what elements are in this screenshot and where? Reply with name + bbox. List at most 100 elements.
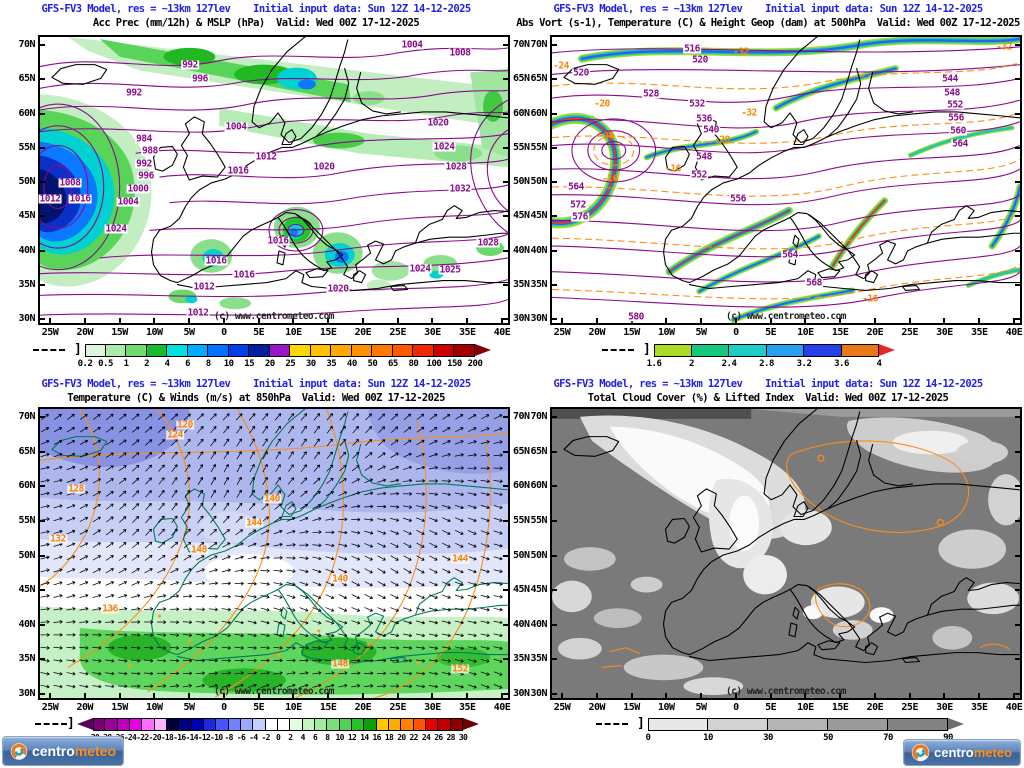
lat-tick (1015, 554, 1020, 557)
colorbar-arrow-right (879, 344, 895, 356)
lat-label: 35N (530, 278, 547, 290)
lon-label: 0 (733, 702, 739, 713)
copyright-watermark: (c) www.centrometeo.com (725, 311, 847, 322)
lon-tick (595, 318, 598, 323)
lon-tick (361, 693, 364, 698)
colorbar-tick-label: 150 (447, 359, 462, 369)
copyright-watermark: (c) www.centrometeo.com (213, 686, 335, 697)
lat-tick (1015, 181, 1020, 183)
lon-label: 20E (866, 327, 884, 338)
panel-title-model: GFS-FV3 Model, res = ~13km 127lev Initia… (41, 3, 471, 15)
colorbar-temp-winds-850: -30-28-26-24-22-20-18-16-14-12-10-8-6-4-… (35, 716, 479, 742)
lat-tick (503, 181, 508, 183)
colorbar-tick-label: 30 (458, 733, 468, 742)
lat-label: 35N (18, 653, 35, 665)
colorbar-segment (187, 344, 209, 357)
lat-label: 50N (530, 176, 547, 187)
colorbar-tick-label: 0.2 (77, 359, 93, 369)
lat-tick (40, 693, 45, 695)
lat-label: 70N (18, 39, 35, 50)
colorbar-tick-label: 16 (372, 733, 382, 742)
lon-tick (804, 693, 807, 698)
lon-tick (222, 693, 225, 698)
colorbar-segment (841, 344, 879, 357)
contour-label: 520 (572, 67, 590, 79)
lon-label: 25E (901, 702, 918, 713)
colorbar-segment (191, 718, 204, 731)
lat-tick (552, 44, 557, 46)
lat-tick (503, 318, 508, 320)
lon-label: 35E (458, 702, 476, 713)
lon-tick (466, 318, 469, 323)
lat-label: 45N (530, 210, 547, 222)
lat-label: 30N (513, 313, 530, 324)
contour-label: 148 (190, 544, 208, 556)
contour-label: -32 (741, 107, 757, 119)
colorbar-tick-label: 0 (645, 733, 651, 743)
centrometeo-logo[interactable]: centrometeo (2, 736, 124, 766)
colorbar-segment (228, 344, 250, 357)
lat-label: 45N (513, 210, 530, 222)
lat-tick (1015, 589, 1020, 592)
contour-label: -16 (602, 173, 618, 185)
lat-tick (40, 283, 45, 286)
lat-tick (552, 249, 557, 252)
contour-label: 556 (729, 193, 747, 205)
map-art-acc-prec-mslp (40, 37, 508, 316)
lat-tick (1015, 693, 1020, 695)
contour-label: 564 (567, 181, 585, 193)
colorbar-tick-label: -16 (173, 733, 186, 742)
lon-label: 40E (493, 327, 511, 338)
colorbar-tick-label: 35 (326, 359, 337, 369)
colorbar-segment (438, 718, 451, 731)
colorbar-tick-label: 2 (144, 359, 150, 369)
lon-label: 30E (936, 327, 953, 338)
lon-label: 15W (623, 327, 640, 338)
lat-tick (503, 112, 508, 115)
lat-label: 30N (530, 313, 547, 324)
lon-label: 20W (588, 702, 606, 713)
lat-tick (40, 215, 45, 218)
contour-label: 1024 (104, 223, 128, 235)
lat-label: 70N (530, 411, 547, 422)
lat-label: 60N (513, 480, 530, 492)
lon-tick (978, 318, 981, 323)
colorbar-bracket: ] (643, 342, 651, 357)
lon-label: 35E (458, 327, 476, 338)
colorbar-segment (146, 344, 168, 357)
lon-label: 25W (553, 702, 571, 713)
contour-label: 516 (683, 43, 701, 55)
colorbar-tick-label: 28 (446, 733, 456, 742)
lat-label: 35N (530, 653, 547, 665)
lat-tick (1015, 112, 1020, 115)
colorbar-tick-label: 200 (467, 359, 483, 369)
lon-tick (804, 318, 807, 323)
contour-label: -20 (594, 98, 610, 110)
colorbar-segment (154, 718, 167, 731)
lon-tick (431, 693, 434, 698)
lon-label: 15W (111, 327, 128, 338)
centrometeo-logo[interactable]: centrometeo (903, 739, 1021, 766)
colorbar-segment (768, 718, 828, 731)
lat-tick (1015, 318, 1020, 320)
lon-label: 15W (111, 702, 128, 713)
lon-label: 20E (354, 702, 372, 713)
colorbar-tick-label: 90 (943, 733, 953, 743)
map-art-absvort-temp-z500 (552, 37, 1020, 323)
colorbar-segment (372, 344, 393, 357)
lat-tick (552, 623, 557, 626)
map-acc-prec-mslp: 70N 70N 65N 65N 60N 60N 55N 55N 50N 50N 45N 45N 40N 4… (18, 35, 530, 338)
colorbar-segment (117, 718, 130, 731)
colorbar-tick-label: -18 (160, 733, 174, 742)
lon-tick (466, 693, 469, 698)
lon-label: 35E (970, 327, 988, 338)
colorbar-segment (352, 718, 365, 731)
colorbar-segment (278, 718, 291, 731)
contour-label: 532 (688, 98, 706, 110)
lon-tick (49, 318, 51, 323)
lat-tick (40, 554, 45, 557)
lat-tick (503, 485, 508, 488)
colorbar-segment (241, 718, 254, 731)
colorbar-tick-label: 24 (421, 733, 431, 742)
